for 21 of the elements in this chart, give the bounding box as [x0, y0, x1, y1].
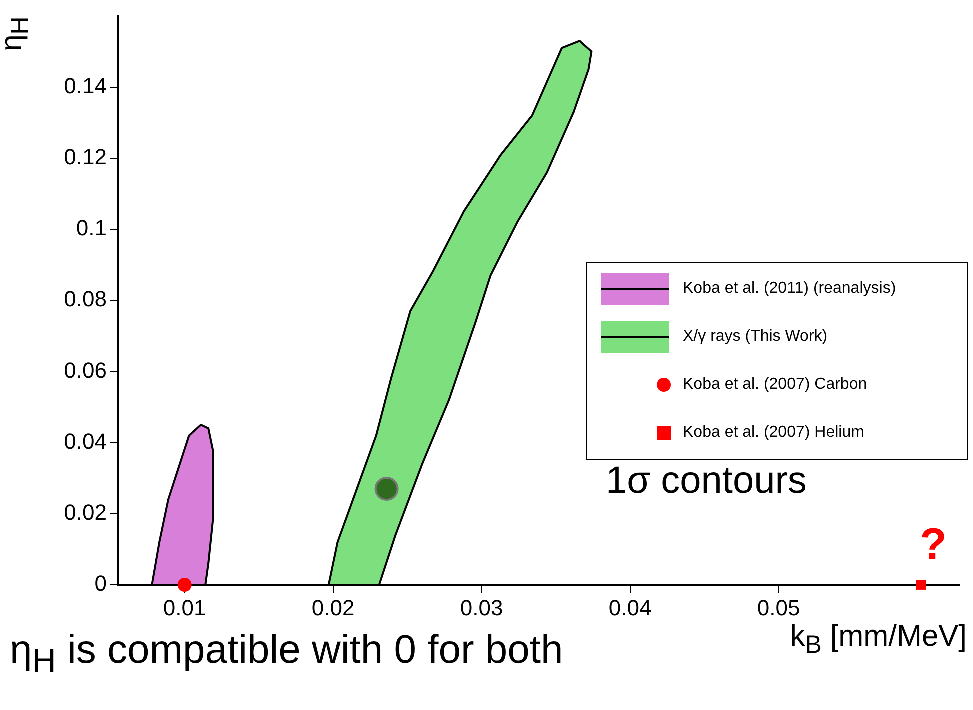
x-tick-label: 0.05	[757, 595, 800, 620]
y-tick-label: 0.02	[64, 500, 107, 525]
legend-label: X/γ rays (This Work)	[683, 328, 828, 346]
y-tick-label: 0.04	[64, 428, 107, 454]
x-tick-label: 0.04	[608, 595, 652, 620]
legend-label: Koba et al. (2011) (reanalysis)	[683, 280, 896, 298]
text: η$_{H}$ is compatible with 0 for both	[10, 628, 564, 681]
y-tick-label: 0.14	[64, 73, 107, 98]
x-axis-title: k$_{B}$ [mm/MeV]	[790, 620, 967, 660]
x-tick-label: 0.02	[312, 595, 355, 620]
legend-label: Koba et al. (2007) Helium	[683, 424, 864, 442]
y-tick-label: 0.12	[64, 144, 107, 170]
y-tick-label: 0.06	[64, 358, 107, 383]
y-tick-label: 0.1	[76, 216, 107, 241]
x-tick-label: 0.03	[460, 595, 504, 620]
y-tick-label: 0	[94, 571, 107, 596]
legend-label: Koba et al. (2007) Carbon	[683, 376, 868, 394]
annotation: 1σ contours	[606, 460, 807, 503]
annotation: ?	[920, 520, 947, 570]
x-tick-label: 0.01	[163, 595, 206, 620]
y-tick-label: 0.08	[64, 286, 107, 312]
